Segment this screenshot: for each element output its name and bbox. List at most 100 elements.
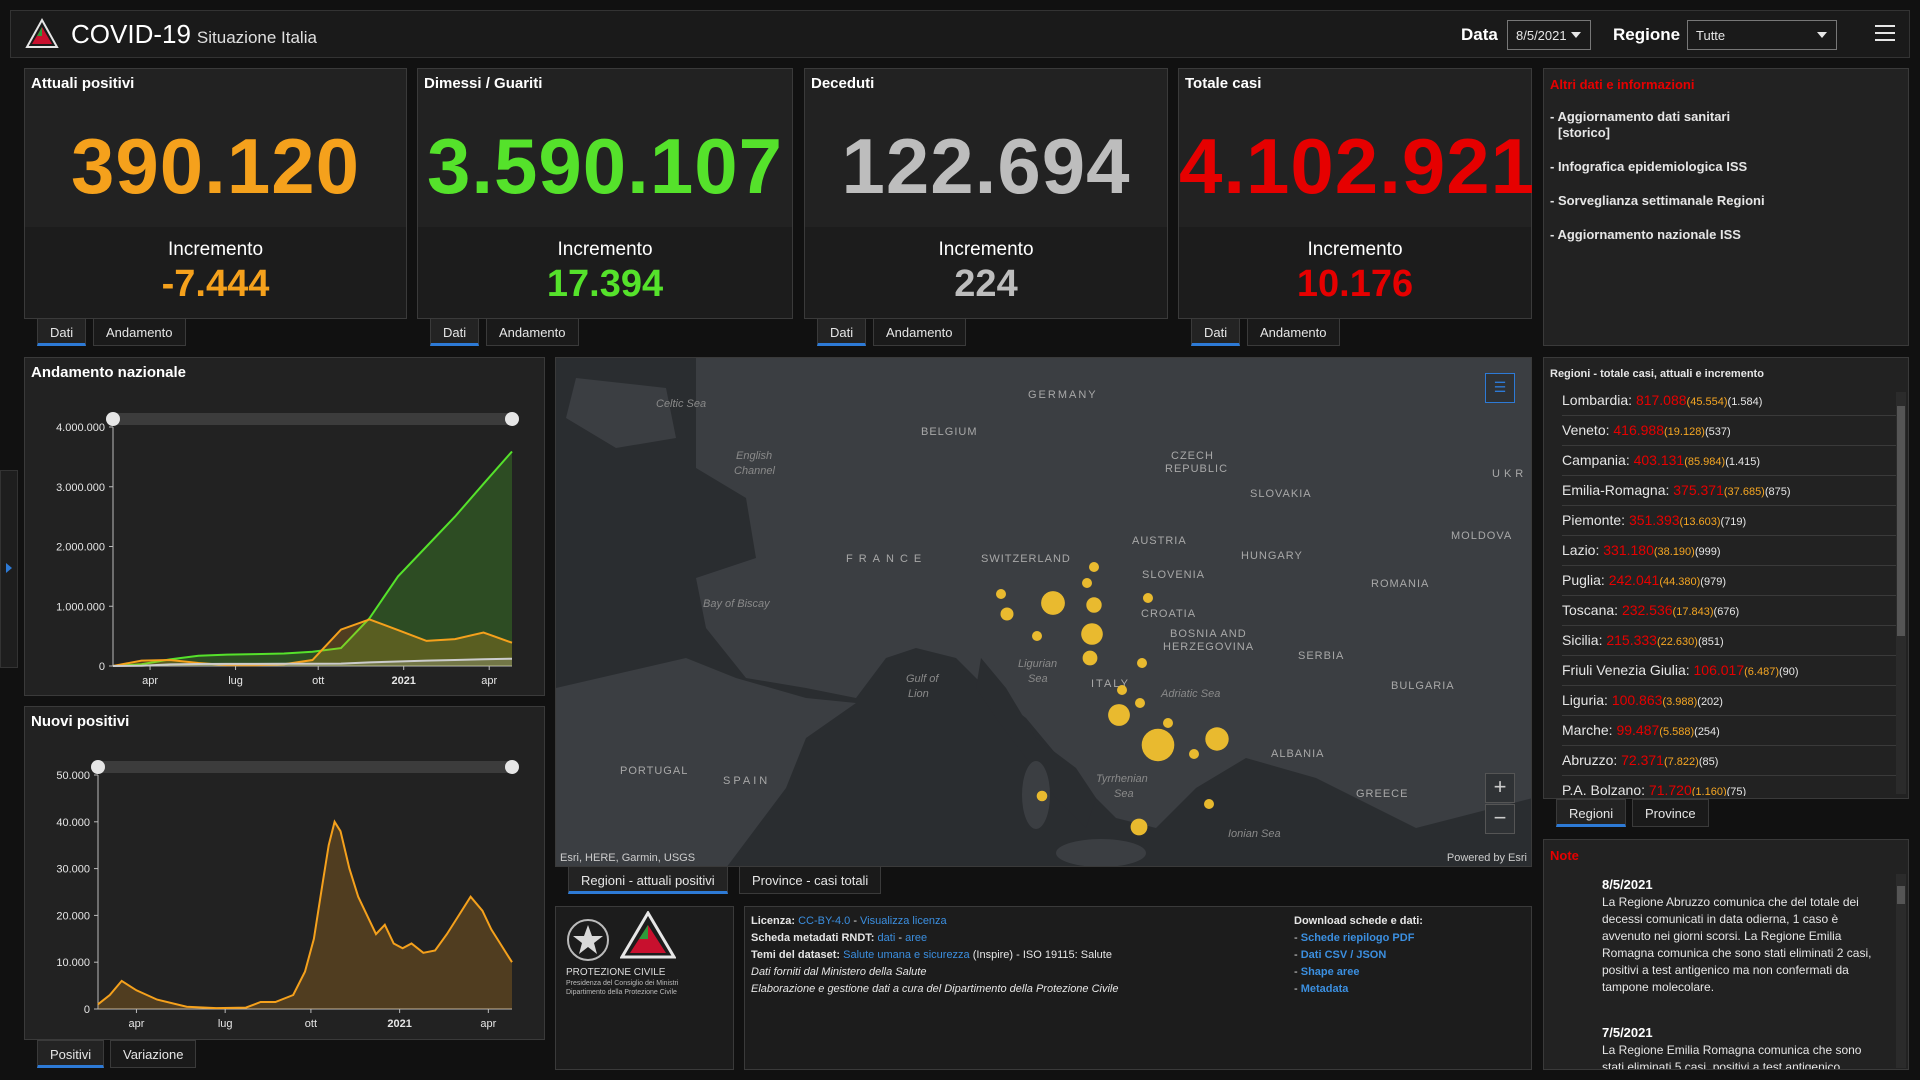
download-csv-link[interactable]: Dati CSV / JSON [1300, 949, 1387, 961]
region-total: 351.393 [1628, 512, 1680, 528]
notes-scrollbar[interactable] [1896, 874, 1906, 1068]
kpi-value: 3.590.107 [426, 122, 783, 210]
regions-scrollbar[interactable] [1896, 392, 1906, 794]
region-row[interactable]: Abruzzo: 72.371(7.822)(85) [1562, 746, 1900, 776]
kpi-increment-box: Incremento 10.176 [1179, 227, 1531, 318]
download-shape-link[interactable]: Shape aree [1300, 966, 1360, 978]
tab-variazione[interactable]: Variazione [110, 1040, 197, 1068]
tab-dati[interactable]: Dati [1191, 318, 1241, 346]
map-bubble[interactable] [1137, 658, 1147, 668]
map-bubble[interactable] [1108, 704, 1130, 726]
range-slider-track[interactable] [113, 413, 512, 425]
map-bubble[interactable] [1205, 727, 1229, 751]
map-bubble[interactable] [1163, 718, 1173, 728]
tab-andamento[interactable]: Andamento [486, 318, 579, 346]
kpi-title: Totale casi [1185, 75, 1262, 92]
link-aggiornamento-iss[interactable]: - Aggiornamento nazionale ISS [1550, 227, 1741, 242]
map-bubble[interactable] [1141, 728, 1175, 762]
region-row[interactable]: Lombardia: 817.088(45.554)(1.584) [1562, 386, 1900, 416]
region-row[interactable]: Campania: 403.131(85.984)(1.415) [1562, 446, 1900, 476]
top-bar: COVID-19 Situazione Italia Data 8/5/2021 … [10, 10, 1910, 58]
themes-link[interactable]: Salute umana e sicurezza [843, 949, 970, 961]
map-bubble[interactable] [1204, 799, 1214, 809]
tab-andamento[interactable]: Andamento [1247, 318, 1340, 346]
region-row[interactable]: P.A. Bolzano: 71.720(1.160)(75) [1562, 776, 1900, 796]
tab-dati[interactable]: Dati [817, 318, 867, 346]
range-slider-handle-start[interactable] [91, 760, 105, 774]
regions-list[interactable]: Lombardia: 817.088(45.554)(1.584) Veneto:… [1544, 386, 1900, 796]
link-storico[interactable]: [storico] [1558, 125, 1610, 140]
range-slider-handle-start[interactable] [106, 412, 120, 426]
metadata-aree-link[interactable]: aree [905, 932, 928, 944]
map-bubble[interactable] [1082, 650, 1098, 666]
kpi-title: Dimessi / Guariti [424, 75, 543, 92]
region-row[interactable]: Piemonte: 351.393(13.603)(719) [1562, 506, 1900, 536]
legend-list-icon[interactable]: ☰ [1485, 373, 1515, 403]
tab-andamento[interactable]: Andamento [93, 318, 186, 346]
kpi-increment-box: Incremento 17.394 [418, 227, 792, 318]
x-tick-label: ott [305, 1018, 317, 1030]
chevron-down-icon [1817, 32, 1827, 38]
region-select[interactable]: Tutte [1687, 20, 1837, 50]
map-bubble[interactable] [1189, 749, 1199, 759]
link-aggiornamento-dati[interactable]: - Aggiornamento dati sanitari [1550, 109, 1731, 124]
side-panel-toggle[interactable] [0, 470, 18, 668]
tab-province[interactable]: Province [1632, 799, 1709, 827]
region-row[interactable]: Marche: 99.487(5.588)(254) [1562, 716, 1900, 746]
link-infografica[interactable]: - Infografica epidemiologica ISS [1550, 159, 1748, 174]
map-bubble[interactable] [1086, 597, 1102, 613]
map-bubble[interactable] [1036, 790, 1048, 802]
region-row[interactable]: Lazio: 331.180(38.190)(999) [1562, 536, 1900, 566]
link-sorveglianza[interactable]: - Sorveglianza settimanale Regioni [1550, 193, 1765, 208]
kpi-deceduti: Deceduti 122.694 Incremento 224 [804, 68, 1168, 319]
metadata-dati-link[interactable]: dati [877, 932, 896, 944]
x-tick-label: apr [142, 675, 158, 687]
region-active: (38.190) [1653, 546, 1695, 558]
tab-province-casi-totali[interactable]: Province - casi totali [739, 866, 882, 894]
menu-icon[interactable] [1875, 25, 1895, 43]
region-row[interactable]: Sicilia: 215.333(22.630)(851) [1562, 626, 1900, 656]
region-row[interactable]: Friuli Venezia Giulia: 106.017(6.487)(90… [1562, 656, 1900, 686]
download-pdf-link[interactable]: Schede riepilogo PDF [1300, 932, 1415, 944]
map-bubble[interactable] [1081, 623, 1103, 645]
map-bubble[interactable] [1130, 818, 1148, 836]
y-tick-label: 2.000.000 [56, 542, 105, 554]
region-row[interactable]: Puglia: 242.041(44.380)(979) [1562, 566, 1900, 596]
tab-positivi[interactable]: Positivi [37, 1040, 105, 1068]
map-country-label: UKR [1492, 468, 1528, 480]
download-metadata-link[interactable]: Metadata [1300, 983, 1349, 995]
region-row[interactable]: Veneto: 416.988(19.128)(537) [1562, 416, 1900, 446]
range-slider-handle-end[interactable] [505, 412, 519, 426]
map-country-label: HUNGARY [1241, 550, 1303, 562]
region-row[interactable]: Liguria: 100.863(3.988)(202) [1562, 686, 1900, 716]
map-bubble[interactable] [1041, 591, 1065, 615]
tab-andamento[interactable]: Andamento [873, 318, 966, 346]
tab-dati[interactable]: Dati [37, 318, 87, 346]
range-slider-track[interactable] [98, 761, 512, 773]
map-bubble[interactable] [1032, 631, 1042, 641]
range-slider-handle-end[interactable] [505, 760, 519, 774]
tab-regioni-attuali-positivi[interactable]: Regioni - attuali positivi [568, 866, 728, 894]
map-country-label: SWITZERLAND [981, 553, 1071, 565]
map-bubble[interactable] [1089, 562, 1099, 572]
date-select[interactable]: 8/5/2021 [1507, 20, 1591, 50]
map-view[interactable]: Celtic Sea English Channel Bay of Biscay… [555, 357, 1532, 867]
region-row[interactable]: Emilia-Romagna: 375.371(37.685)(875) [1562, 476, 1900, 506]
tab-dati[interactable]: Dati [430, 318, 480, 346]
view-license-link[interactable]: Visualizza licenza [860, 915, 947, 927]
zoom-out-icon[interactable]: − [1485, 804, 1515, 834]
info-links-heading: Altri dati e informazioni [1550, 77, 1695, 92]
kpi-increment-label: Incremento [167, 239, 264, 260]
region-row[interactable]: Toscana: 232.536(17.843)(676) [1562, 596, 1900, 626]
zoom-in-icon[interactable]: + [1485, 773, 1515, 803]
region-active: (13.603) [1679, 516, 1721, 528]
chart-title: Nuovi positivi [31, 713, 130, 730]
map-bubble[interactable] [1117, 685, 1127, 695]
license-link[interactable]: CC-BY-4.0 [798, 915, 851, 927]
map-bubble[interactable] [1000, 607, 1014, 621]
map-bubble[interactable] [1082, 578, 1092, 588]
map-bubble[interactable] [1135, 698, 1145, 708]
map-bubble[interactable] [1143, 593, 1153, 603]
map-bubble[interactable] [996, 589, 1006, 599]
tab-regioni[interactable]: Regioni [1556, 799, 1627, 827]
